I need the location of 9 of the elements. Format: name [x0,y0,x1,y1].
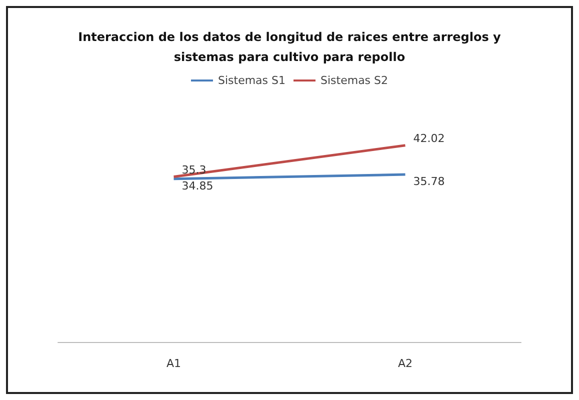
chart-title: Interaccion de los datos de longitud de raices entre arreglos y sistemas para cultivo para repollo [78,30,502,64]
data-label: 34.85 [182,179,214,192]
legend-label: Sistemas S2 [320,74,388,87]
legend-label: Sistemas S1 [218,74,286,87]
data-label: 35.78 [413,175,445,188]
x-tick-label: A2 [398,357,413,370]
data-label: 35.3 [182,163,206,176]
data-label: 42.02 [413,132,445,145]
x-tick-label: A1 [166,357,182,370]
